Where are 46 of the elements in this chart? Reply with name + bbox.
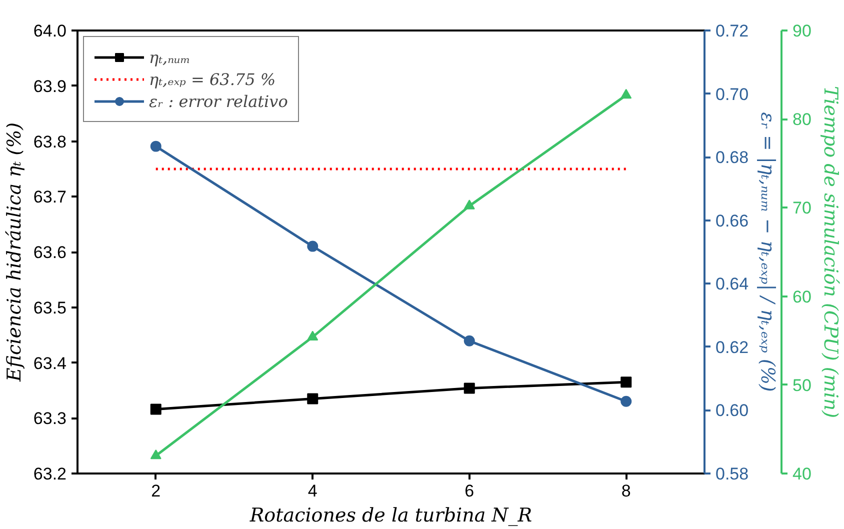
point <box>464 200 475 210</box>
y2-tick-label: 0.64 <box>716 274 749 294</box>
y2-tick-label: 0.62 <box>716 338 749 357</box>
point <box>464 382 475 394</box>
y3-tick-label: 40 <box>792 464 812 484</box>
y-tick-label: 64.0 <box>33 22 67 40</box>
y2-axis-title: εᵣ = |ηₜ,ₙᵤₘ − ηₜ,ₑₓₚ| / ηₜ,ₑₓₚ (%) <box>756 112 779 392</box>
y2-tick-label: 0.58 <box>716 464 749 484</box>
y-tick-label: 63.6 <box>33 243 67 262</box>
point <box>307 240 318 252</box>
y2-tick-label: 0.68 <box>716 148 749 168</box>
x-tick-label: 8 <box>621 482 631 500</box>
y-tick-label: 63.7 <box>33 188 67 207</box>
x-axis-title: Rotaciones de la turbina N_R <box>248 504 532 526</box>
y-tick-label: 63.4 <box>33 354 67 373</box>
y2-tick-label: 0.66 <box>716 211 749 230</box>
point <box>620 376 632 388</box>
y-tick-label: 63.2 <box>33 464 67 484</box>
y2-tick-label: 0.72 <box>716 22 749 40</box>
y-axis-title: Eficiencia hidráulica ηₜ (%) <box>3 122 26 383</box>
point <box>620 396 632 407</box>
legend-label: ηₜ,ₙᵤₘ <box>149 48 190 66</box>
point <box>150 450 162 460</box>
point <box>307 393 318 404</box>
x-tick-label: 4 <box>308 482 318 500</box>
point <box>464 335 475 346</box>
point <box>150 140 162 152</box>
y3-tick-label: 80 <box>792 110 812 130</box>
y-tick-label: 63.9 <box>33 76 67 96</box>
y3-tick-label: 60 <box>792 287 812 306</box>
y-tick-label: 63.3 <box>33 409 67 428</box>
y3-tick-label: 90 <box>792 22 812 40</box>
x-tick-label: 6 <box>464 482 474 500</box>
legend-label: εᵣ : error relativo <box>149 92 288 110</box>
y-tick-label: 63.8 <box>33 132 67 152</box>
y3-tick-label: 50 <box>792 376 812 395</box>
y3-tick-label: 70 <box>792 198 812 218</box>
y3-axis-title: Tiempo de simulación (CPU) (min) <box>819 86 842 418</box>
y2-tick-label: 0.70 <box>716 84 749 104</box>
x-tick-label: 2 <box>151 482 161 500</box>
point <box>150 404 162 415</box>
legend-label: ηₜ,ₑₓₚ = 63.75 % <box>149 70 276 88</box>
y-tick-label: 63.5 <box>33 298 67 318</box>
point <box>620 88 632 99</box>
point <box>307 330 318 340</box>
y2-tick-label: 0.60 <box>716 401 749 420</box>
